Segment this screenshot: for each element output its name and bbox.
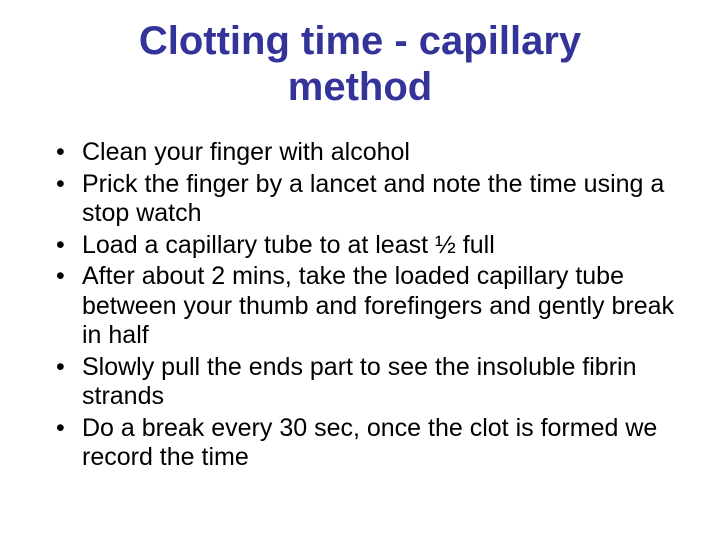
bullet-list: Clean your finger with alcohol Prick the… (40, 138, 680, 473)
list-item: Slowly pull the ends part to see the ins… (52, 353, 680, 412)
list-item: After about 2 mins, take the loaded capi… (52, 262, 680, 351)
list-item: Clean your finger with alcohol (52, 138, 680, 168)
list-item: Load a capillary tube to at least ½ full (52, 231, 680, 261)
list-item: Prick the finger by a lancet and note th… (52, 170, 680, 229)
list-item: Do a break every 30 sec, once the clot i… (52, 414, 680, 473)
slide-title: Clotting time - capillary method (40, 18, 680, 110)
slide: Clotting time - capillary method Clean y… (0, 0, 720, 540)
